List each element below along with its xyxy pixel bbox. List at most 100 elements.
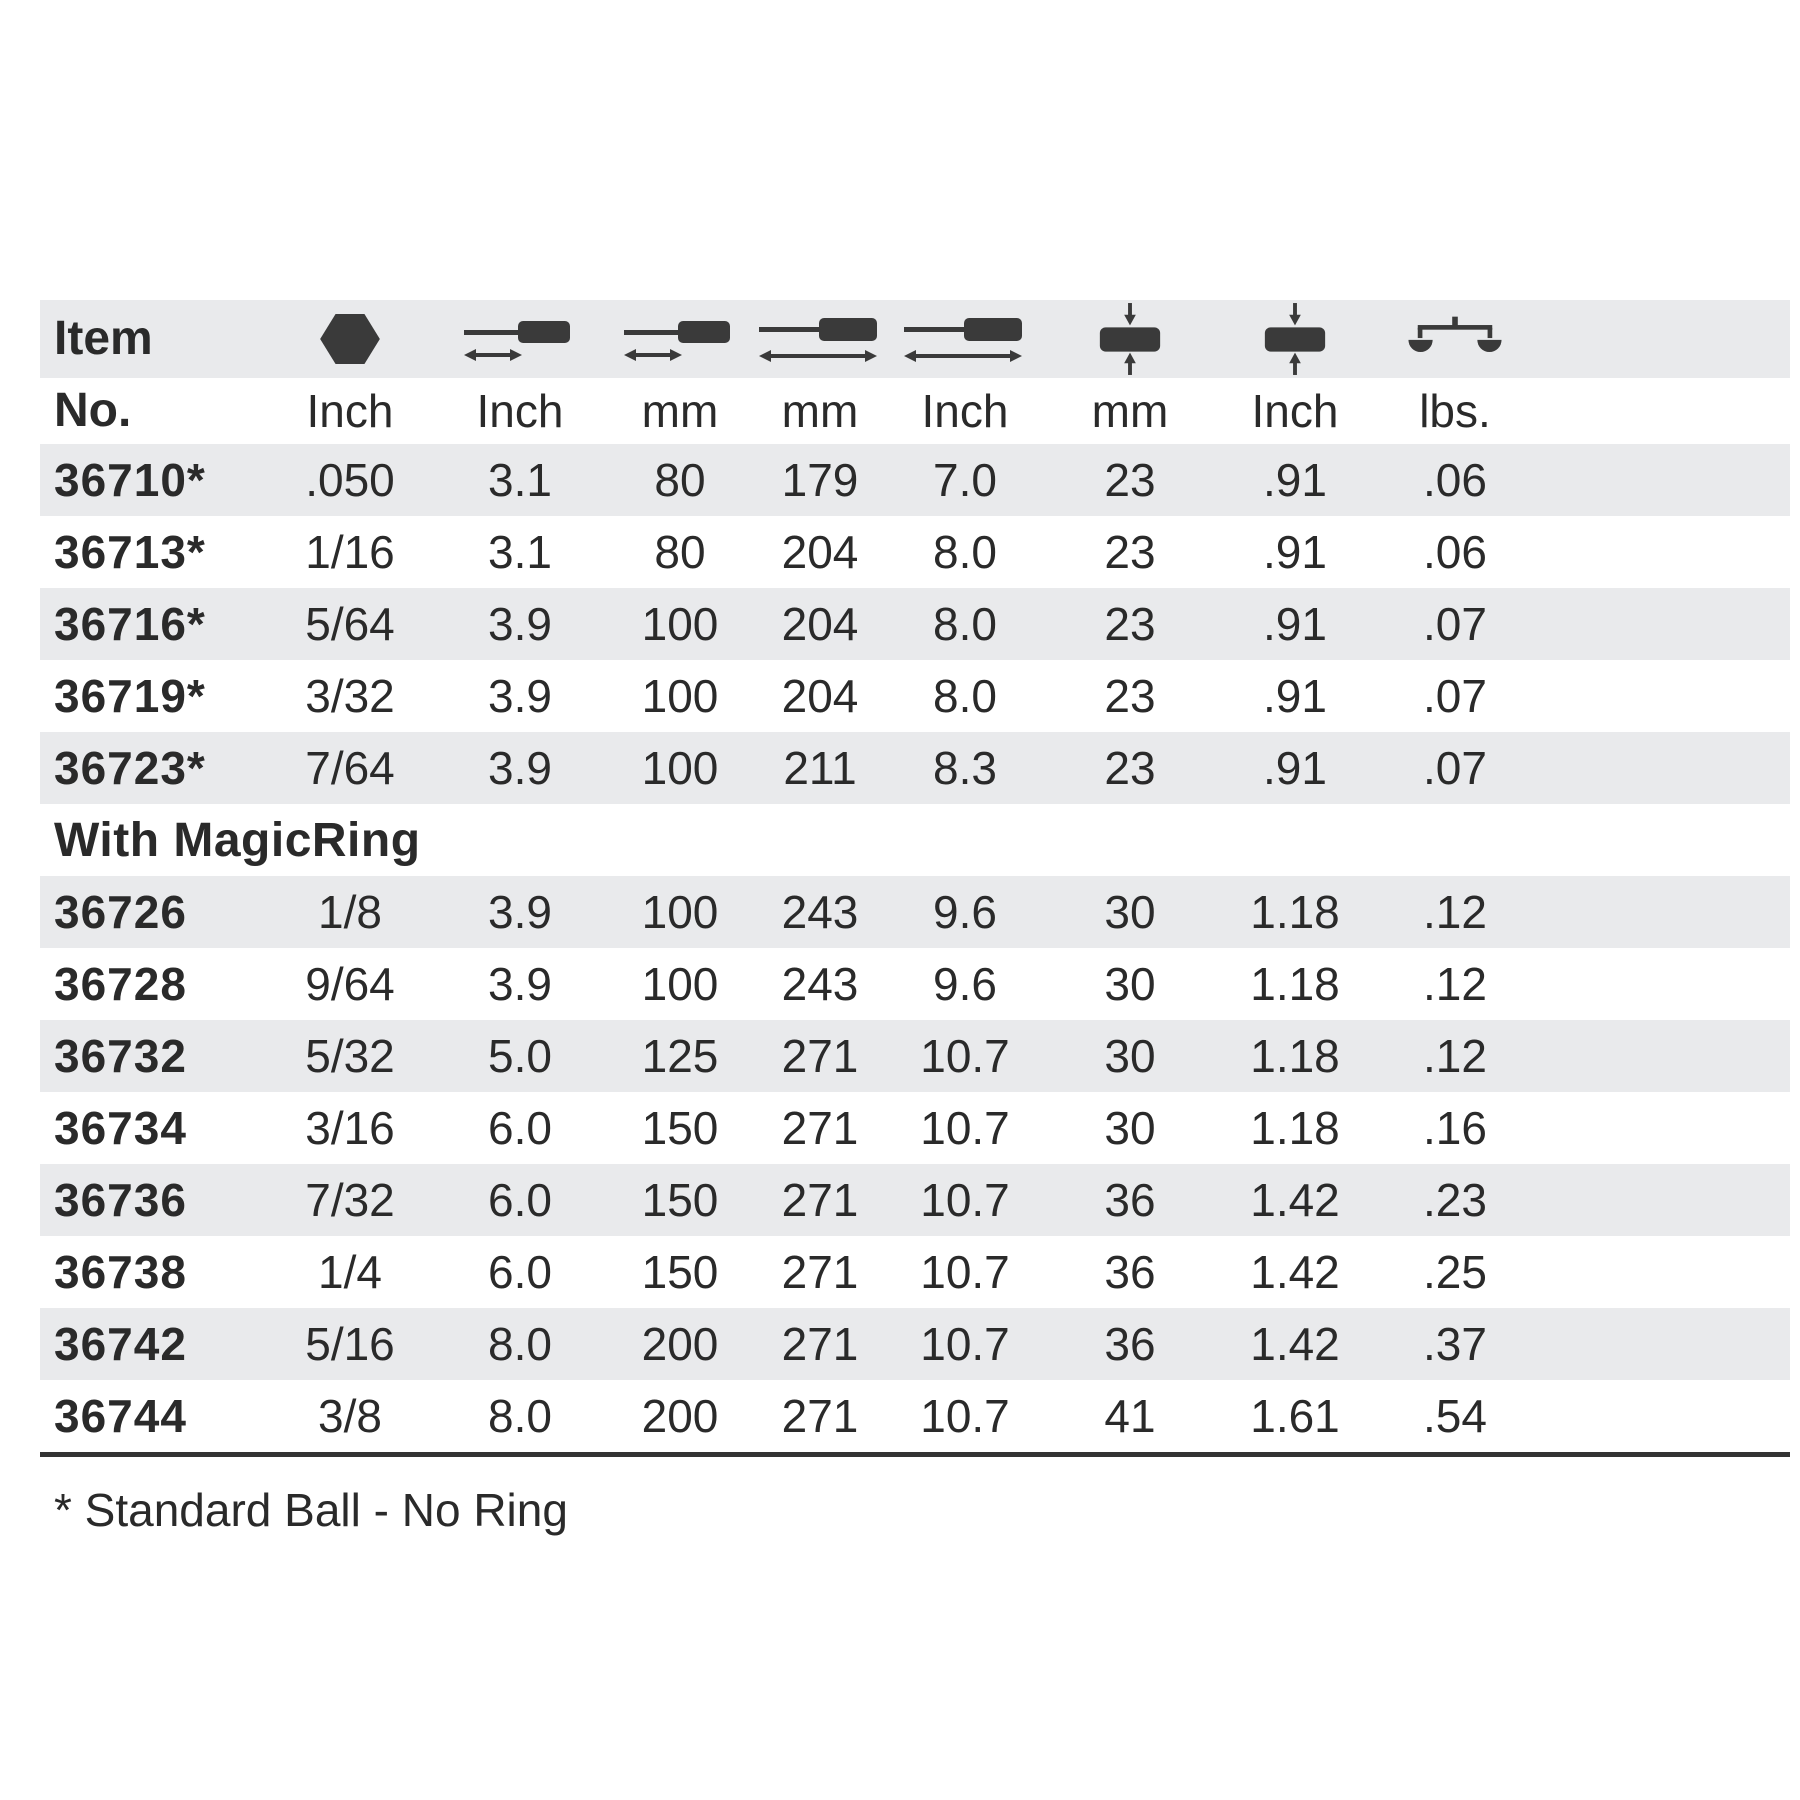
table-row: 36713* 1/16 3.1 80 204 8.0 23 .91 .06 (40, 516, 1790, 588)
value-cell: 30 (1104, 1102, 1156, 1154)
value-cell: 271 (781, 1390, 859, 1442)
value-cell: 243 (781, 958, 859, 1010)
table-row: 36736 7/32 6.0 150 271 10.7 36 1.42 .23 (40, 1164, 1790, 1236)
value-cell: 23 (1104, 454, 1156, 506)
value-cell: 5/16 (305, 1318, 395, 1370)
value-cell: 80 (654, 454, 706, 506)
value-cell: 23 (1104, 598, 1156, 650)
value-cell: 271 (781, 1174, 859, 1226)
value-cell: .06 (1423, 526, 1487, 578)
col-overall-length-inch (890, 300, 1040, 378)
value-cell: 243 (781, 886, 859, 938)
value-cell: 100 (641, 670, 719, 722)
value-cell: 211 (783, 742, 857, 794)
value-cell: 200 (641, 1390, 719, 1442)
value-cell: 9/64 (305, 958, 395, 1010)
col-blade-length-inch (430, 300, 610, 378)
value-cell: 1.18 (1250, 1102, 1340, 1154)
value-cell: 3.9 (488, 958, 552, 1010)
value-cell: 10.7 (920, 1030, 1010, 1082)
value-cell: 8.0 (488, 1318, 552, 1370)
value-cell: 41 (1104, 1390, 1156, 1442)
table-body-wrapper: Item (40, 300, 1790, 1457)
value-cell: 100 (641, 886, 719, 938)
value-cell: 3.1 (488, 454, 552, 506)
spec-table: Item (40, 300, 1790, 1537)
table-footnote: * Standard Ball - No Ring (54, 1484, 568, 1536)
value-cell: 204 (781, 526, 859, 578)
item-number-cell: 36716* (54, 598, 206, 650)
value-cell: 30 (1104, 886, 1156, 938)
item-number-cell: 36723* (54, 742, 206, 794)
value-cell: .12 (1423, 1030, 1487, 1082)
col-overall-length-mm (750, 300, 890, 378)
value-cell: 10.7 (920, 1246, 1010, 1298)
value-cell: 36 (1104, 1318, 1156, 1370)
value-cell: 1.42 (1250, 1174, 1340, 1226)
value-cell: 3/32 (305, 670, 395, 722)
value-cell: 204 (781, 670, 859, 722)
value-cell: 5/64 (305, 598, 395, 650)
item-number-cell: 36710* (54, 454, 206, 506)
value-cell: 271 (781, 1246, 859, 1298)
weight-scale-icon (1407, 312, 1503, 366)
item-number-cell: 36742 (54, 1318, 187, 1370)
value-cell: 1/8 (318, 886, 382, 938)
value-cell: 6.0 (488, 1246, 552, 1298)
header-item-label: Item (54, 312, 153, 365)
value-cell: 7.0 (933, 454, 997, 506)
table-row: 36742 5/16 8.0 200 271 10.7 36 1.42 .37 (40, 1308, 1790, 1380)
handle-diameter-icon (1095, 302, 1165, 376)
item-number-cell: 36728 (54, 958, 187, 1010)
value-cell: 7/32 (305, 1174, 395, 1226)
value-cell: .07 (1423, 670, 1487, 722)
value-cell: .54 (1423, 1390, 1487, 1442)
table-row: 36734 3/16 6.0 150 271 10.7 30 1.18 .16 (40, 1092, 1790, 1164)
col-handle-diameter-inch (1220, 300, 1370, 378)
value-cell: 3/8 (318, 1390, 382, 1442)
value-cell: .07 (1423, 598, 1487, 650)
value-cell: 6.0 (488, 1174, 552, 1226)
blade-length-icon (624, 315, 736, 363)
value-cell: .06 (1423, 454, 1487, 506)
value-cell: .07 (1423, 742, 1487, 794)
value-cell: 9.6 (933, 958, 997, 1010)
value-cell: .12 (1423, 886, 1487, 938)
table-rows-host: 36710* .050 3.1 80 179 7.0 23.91.06 36713* 1/16 3… (40, 444, 1790, 1452)
value-cell: 23 (1104, 742, 1156, 794)
value-cell: 36 (1104, 1246, 1156, 1298)
value-cell: .37 (1423, 1318, 1487, 1370)
value-cell: 150 (641, 1174, 719, 1226)
unit-label: mm (1091, 385, 1169, 437)
value-cell: 125 (641, 1030, 719, 1082)
item-number-cell: 36744 (54, 1390, 187, 1442)
table-row: 36710* .050 3.1 80 179 7.0 23 .91 .06 (40, 444, 1790, 516)
table-row: 36726 1/8 3.9 100 243 9.6 30 1.18 .12 (40, 876, 1790, 948)
unit-label: lbs. (1419, 385, 1491, 437)
value-cell: 100 (641, 958, 719, 1010)
value-cell: 200 (641, 1318, 719, 1370)
value-cell: 179 (781, 454, 859, 506)
value-cell: 1.18 (1250, 958, 1340, 1010)
value-cell: 10.7 (920, 1174, 1010, 1226)
value-cell: 80 (654, 526, 706, 578)
col-weight (1370, 300, 1540, 378)
value-cell: 6.0 (488, 1102, 552, 1154)
item-number-cell: 36734 (54, 1102, 187, 1154)
value-cell: 7/64 (305, 742, 395, 794)
value-cell: 150 (641, 1102, 719, 1154)
unit-label: mm (781, 385, 859, 437)
value-cell: 271 (781, 1102, 859, 1154)
value-cell: 3.9 (488, 598, 552, 650)
value-cell: 150 (641, 1246, 719, 1298)
value-cell: 5.0 (488, 1030, 552, 1082)
item-number-cell: 36736 (54, 1174, 187, 1226)
value-cell: 10.7 (920, 1390, 1010, 1442)
value-cell: 1.61 (1250, 1390, 1340, 1442)
value-cell: 100 (641, 742, 719, 794)
value-cell: 3.9 (488, 670, 552, 722)
value-cell: 1/16 (305, 526, 395, 578)
value-cell: .23 (1423, 1174, 1487, 1226)
col-blade-length-mm (610, 300, 750, 378)
table-row: 36723* 7/64 3.9 100 211 8.3 23 .91 .07 (40, 732, 1790, 804)
